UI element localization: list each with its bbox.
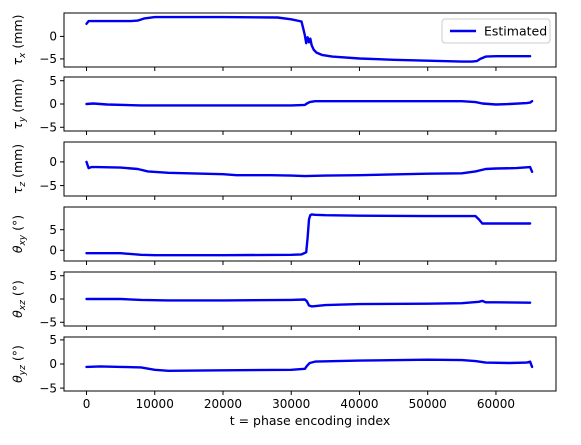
series-line-estimated [85,99,534,107]
subplot-5: 5 0 −5 θxz (°) [10,269,557,330]
y-axis-label: τz (mm) [10,144,28,194]
y-tick-label: 0 [49,155,57,169]
y-axis-label: θxy (°) [10,215,28,253]
y-tick-label: 0 [49,292,57,306]
y-tick-label: 5 [49,269,57,283]
subplot-4: 5 0 θxy (°) [10,206,557,265]
subplot-3: 0 −5 τz (mm) [10,141,557,200]
axes-frame [63,141,557,197]
y-tick-label: 0 [49,243,57,257]
y-axis-label: θyz (°) [10,345,28,383]
y-tick-label: 0 [49,357,57,371]
x-tick-label: 60000 [477,397,515,411]
y-tick-label: −5 [39,179,57,193]
series-line-estimated [85,15,532,63]
legend-label: Estimated [484,24,547,39]
y-tick-label: 0 [49,97,57,111]
x-axis-label: t = phase encoding index [230,413,391,428]
x-axis: t = phase encoding index 0 10000 20000 3000… [83,397,515,428]
series-line-estimated [85,297,532,308]
x-tick-label: 40000 [340,397,378,411]
subplot-1: 0 −5 τx (mm) [10,12,557,71]
subplots: 0 −5 τx (mm) 5 0 −5 τy (mm) 0 −5 τz (mm) 5 0 θxy (°)… [10,12,557,395]
y-tick-label: −5 [39,52,57,66]
series-line-estimated [85,213,532,257]
y-axis-label: τx (mm) [10,15,28,66]
axes-frame [63,12,557,68]
legend: Estimated [441,18,551,44]
x-tick-label: 0 [83,397,91,411]
subplot-2: 5 0 −5 τy (mm) [10,74,557,135]
y-tick-label: 5 [49,74,57,88]
series-line-estimated [85,160,534,178]
axes-frame [63,206,557,262]
subplot-6: 5 0 −5 θyz (°) [10,333,557,395]
y-axis-label: τy (mm) [10,79,28,130]
legend-box [441,18,551,44]
y-tick-label: −5 [39,315,57,329]
y-tick-label: 5 [49,223,57,237]
x-tick-label: 30000 [272,397,310,411]
y-tick-label: −5 [39,120,57,134]
series-line-estimated [85,358,534,372]
y-tick-label: 0 [49,30,57,44]
y-tick-label: −5 [39,381,57,395]
x-tick-label: 50000 [409,397,447,411]
y-axis-label: θxz (°) [10,280,28,318]
y-tick-label: 5 [49,333,57,347]
x-tick-label: 20000 [204,397,242,411]
x-tick-label: 10000 [136,397,174,411]
